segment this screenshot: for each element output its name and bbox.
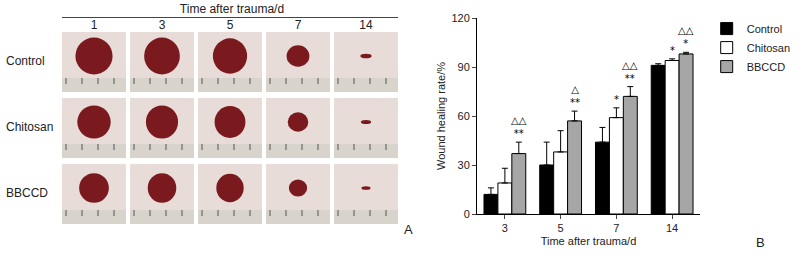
svg-text:14: 14 <box>666 222 678 234</box>
svg-text:B: B <box>756 235 765 250</box>
svg-text:0: 0 <box>464 208 470 220</box>
html-text:1: 1 <box>90 18 98 32</box>
html-text:Chitosan: Chitosan <box>6 120 54 134</box>
html-text:BBCCD: BBCCD <box>6 186 48 200</box>
svg-text:3: 3 <box>502 222 508 234</box>
svg-text:30: 30 <box>458 159 470 171</box>
html-text:3: 3 <box>158 18 166 32</box>
svg-text:△△**: △△** <box>511 115 527 139</box>
html-text:Control: Control <box>6 54 45 68</box>
svg-text:5: 5 <box>558 222 564 234</box>
svg-text:△△*: △△* <box>678 25 694 49</box>
svg-text:BBCCD: BBCCD <box>747 61 786 73</box>
html-text:Time after trauma/d: Time after trauma/d <box>179 2 285 16</box>
svg-text:△**: △** <box>570 84 580 108</box>
html-text:5: 5 <box>226 18 234 32</box>
svg-text:Chitosan: Chitosan <box>747 42 790 54</box>
svg-text:7: 7 <box>613 222 619 234</box>
svg-text:90: 90 <box>458 61 470 73</box>
svg-text:Wound healing rate/%: Wound healing rate/% <box>435 62 447 170</box>
svg-text:Time after trauma/d: Time after trauma/d <box>541 235 637 247</box>
svg-text:*: * <box>614 94 619 105</box>
html-text:7: 7 <box>294 18 302 32</box>
svg-text:*: * <box>670 45 675 56</box>
html-text:A: A <box>404 222 413 237</box>
html-text:14: 14 <box>359 18 373 32</box>
svg-text:60: 60 <box>458 110 470 122</box>
svg-text:Control: Control <box>747 23 782 35</box>
svg-text:120: 120 <box>451 12 469 24</box>
svg-text:△△**: △△** <box>622 60 638 84</box>
